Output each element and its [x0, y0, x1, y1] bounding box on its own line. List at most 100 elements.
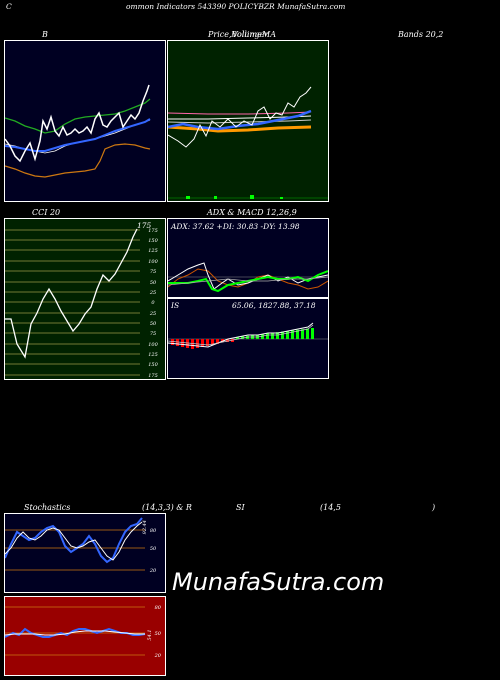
cci-tick-label: 75 [150, 331, 156, 337]
cci-tick-label: 50 [150, 321, 157, 327]
macd-bar [266, 333, 269, 339]
cci-tick-label: 150 [148, 362, 158, 368]
macd-bar [286, 331, 289, 339]
cci-tick-label: 125 [148, 352, 158, 358]
macd-bar [171, 339, 174, 345]
label-rsi-close: ) [432, 503, 436, 512]
volume-bar [186, 196, 190, 199]
macd-bar [206, 339, 209, 346]
stoch-tick-label: 50 [150, 546, 157, 552]
rsi-value: 54.1 [147, 629, 153, 640]
macd-bar [216, 339, 219, 344]
rsi-tick-label: 50 [155, 631, 162, 637]
adx-white [167, 262, 329, 290]
bb-lower [4, 143, 151, 178]
stoch-tick-label: 20 [149, 568, 157, 574]
rsi-chart: 80 50 20 54.1 [4, 605, 162, 659]
macd-bar [186, 339, 189, 348]
macd-bar [196, 339, 199, 348]
macd-bar [291, 330, 294, 339]
label-stoch-params: (14,3,3) & R [142, 503, 192, 512]
rsi-tick-label: 20 [154, 653, 162, 659]
macd-bar [296, 329, 299, 339]
macd-bar [311, 328, 314, 339]
cci-tick-label: 175 [148, 228, 158, 234]
label-cci: CCI 20 [32, 208, 61, 217]
adx-panel: ADX: 37.62 +DI: 30.83 -DY: 13.98 [167, 218, 329, 298]
label-bands: Bands 20,2 [398, 30, 444, 39]
cci-line [5, 228, 138, 359]
macd-panel: IS 65.06, 1827.88, 37.18 [167, 298, 329, 379]
label-volume: Volume [232, 30, 262, 39]
adx-gray [167, 276, 329, 286]
macd-tag: IS [170, 301, 179, 310]
adx-readout: ADX: 37.62 +DI: 30.83 -DY: 13.98 [170, 222, 300, 231]
macd-bar [236, 337, 239, 339]
macd-bar [191, 339, 194, 349]
macd-bar [281, 331, 284, 339]
macd-bar [181, 339, 184, 347]
cci-value: 175 [137, 221, 152, 230]
adx-green [168, 270, 329, 293]
cci-tick-label: 100 [148, 259, 158, 265]
price-ma-panel [167, 40, 329, 202]
macd-bar [226, 339, 229, 342]
macd-bar [271, 332, 274, 339]
macd-bar [211, 339, 214, 345]
stoch-value: 92.44 [142, 520, 148, 534]
bb-price [4, 84, 150, 163]
volume-bar [214, 196, 217, 199]
macd-bar [176, 339, 179, 346]
macd-line [167, 322, 314, 348]
ma-price-line [167, 86, 312, 148]
cci-panel: 175 150 125 100 75 50 25 0 25 50 75 100 … [4, 218, 166, 380]
price-ma-chart [167, 86, 328, 199]
macd-chart: IS 65.06, 1827.88, 37.18 [167, 301, 328, 349]
cci-chart: 175 150 125 100 75 50 25 0 25 50 75 100 … [5, 221, 159, 379]
rsi-panel: 80 50 20 54.1 [4, 596, 166, 676]
ma-pink [167, 111, 312, 115]
stoch-tick-label: 80 [150, 528, 157, 534]
ma-gray [167, 119, 312, 124]
rsi-tick-label: 80 [155, 605, 162, 611]
cci-tick-label: 125 [148, 248, 158, 254]
cci-tick-label: 25 [149, 311, 156, 317]
bb-upper [4, 98, 151, 134]
macd-bar [201, 339, 204, 347]
cci-tick-label: 0 [151, 300, 155, 306]
label-ma: MA [262, 30, 276, 39]
stochastics-panel: 80 50 20 92.44 [4, 513, 166, 593]
macd-bar [301, 329, 304, 339]
label-adx-macd: ADX & MACD 12,26,9 [207, 208, 297, 217]
label-b: B [42, 30, 48, 39]
cci-tick-label: 175 [148, 373, 158, 379]
label-rsi-params: (14,5 [320, 503, 341, 512]
adx-chart: ADX: 37.62 +DI: 30.83 -DY: 13.98 [167, 222, 329, 293]
volume-bar [250, 195, 254, 199]
stoch-d [4, 521, 143, 561]
macd-readout: 65.06, 1827.88, 37.18 [232, 301, 316, 310]
macd-bar [306, 328, 309, 339]
macd-signal [167, 324, 314, 346]
label-price: Price, [208, 30, 232, 39]
cci-tick-label: 100 [148, 342, 158, 348]
label-rsi-si: SI [236, 503, 245, 512]
ma-orange [167, 125, 312, 133]
watermark: MunafaSutra.com [172, 568, 385, 596]
macd-bar [276, 332, 279, 339]
macd-bar [221, 339, 224, 342]
header-letter: C [6, 2, 12, 11]
label-bollinger: Bollinger [231, 30, 269, 39]
volume-bar [280, 197, 283, 199]
label-stochastics: Stochastics [24, 503, 71, 512]
cci-tick-label: 150 [148, 238, 158, 244]
stochastics-chart: 80 50 20 92.44 [4, 517, 157, 574]
cci-tick-label: 50 [150, 280, 157, 286]
cci-tick-label: 25 [149, 290, 156, 296]
bollinger-chart [4, 84, 151, 178]
bb-ma-blue [4, 118, 151, 152]
cci-tick-label: 75 [150, 269, 156, 275]
rsi-ma [4, 630, 145, 636]
page-title: ommon Indicators 543390 POLICYBZR Munafa… [126, 2, 346, 11]
stoch-k [4, 517, 143, 564]
